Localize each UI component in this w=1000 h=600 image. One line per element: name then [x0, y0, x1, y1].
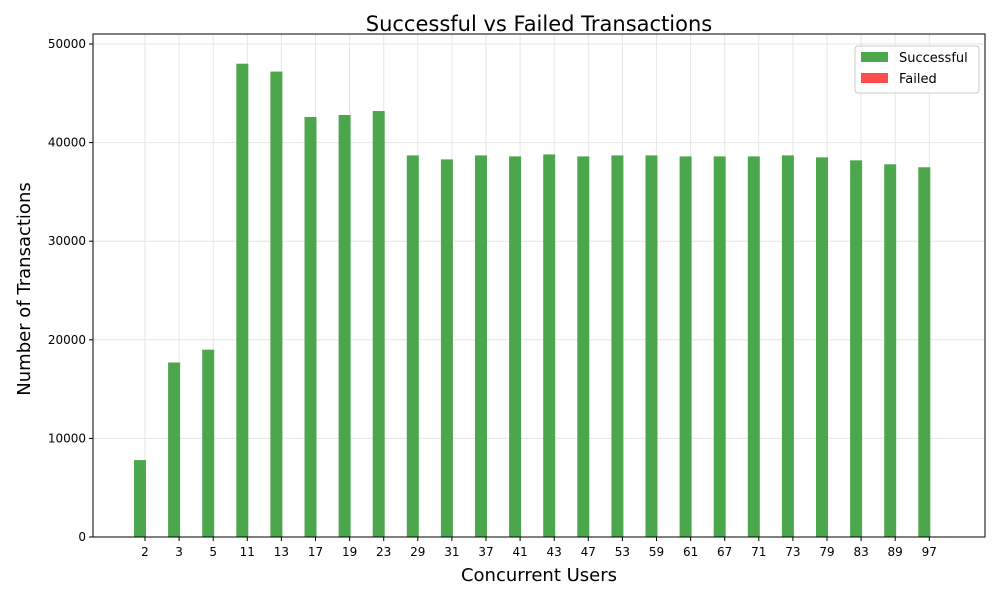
x-tick-label: 89 — [888, 545, 903, 559]
legend-label-successful: Successful — [899, 51, 968, 66]
bar-successful-13 — [270, 71, 283, 537]
x-axis-ticks: 2 3 5 11 13 17 19 23 29 31 37 41 43 47 53 59 61 67 71 73 79 8… — [141, 537, 937, 559]
bar-successful-67 — [713, 156, 726, 538]
y-tick-label: 0 — [78, 530, 86, 544]
bar-successful-2 — [134, 460, 146, 537]
x-tick-label: 59 — [649, 545, 664, 559]
bar-successful-43 — [543, 154, 556, 537]
x-tick-label: 53 — [615, 545, 630, 559]
plot-frame — [92, 33, 986, 538]
bar-successful-47 — [577, 156, 590, 538]
x-tick-label: 79 — [819, 545, 834, 559]
x-tick-label: 61 — [683, 545, 698, 559]
y-axis-ticks: 0 10000 20000 30000 40000 50000 — [48, 37, 93, 544]
legend-swatch-failed — [861, 73, 888, 83]
bar-successful-53 — [611, 155, 624, 537]
x-tick-label: 17 — [308, 545, 323, 559]
bar-successful-11 — [236, 63, 249, 537]
bar-successful-37 — [475, 155, 487, 537]
x-tick-label: 19 — [342, 545, 357, 559]
x-tick-label: 37 — [478, 545, 493, 559]
bars — [134, 63, 931, 538]
bar-successful-83 — [850, 160, 863, 537]
bar-successful-89 — [884, 164, 897, 538]
x-tick-label: 13 — [274, 545, 289, 559]
legend: Successful Failed — [854, 45, 980, 94]
x-tick-label: 43 — [547, 545, 562, 559]
bar-successful-5 — [202, 349, 215, 537]
bar-successful-71 — [747, 156, 760, 538]
x-axis-label: Concurrent Users — [461, 565, 617, 586]
legend-swatch-successful — [861, 52, 888, 62]
x-tick-label: 97 — [922, 545, 937, 559]
x-tick-label: 71 — [751, 545, 766, 559]
chart-title: Successful vs Failed Transactions — [366, 12, 712, 36]
x-tick-label: 31 — [444, 545, 459, 559]
y-tick-label: 40000 — [48, 136, 86, 150]
x-tick-label: 29 — [410, 545, 425, 559]
bar-successful-61 — [679, 156, 692, 538]
x-tick-label: 3 — [175, 545, 183, 559]
bar-successful-19 — [338, 114, 351, 537]
x-tick-label: 23 — [376, 545, 391, 559]
bar-successful-23 — [372, 111, 385, 537]
x-tick-label: 67 — [717, 545, 732, 559]
x-tick-label: 5 — [209, 545, 217, 559]
bar-successful-73 — [781, 155, 794, 537]
x-tick-label: 2 — [141, 545, 149, 559]
y-tick-label: 10000 — [48, 431, 86, 445]
y-axis-label: Number of Transactions — [14, 182, 35, 395]
bar-successful-31 — [440, 159, 453, 537]
y-tick-label: 30000 — [48, 234, 86, 248]
legend-label-failed: Failed — [899, 72, 937, 87]
bar-successful-3 — [168, 362, 181, 537]
bar-successful-29 — [406, 155, 419, 537]
y-tick-label: 20000 — [48, 333, 86, 347]
bar-successful-17 — [304, 116, 317, 538]
y-tick-label: 50000 — [48, 37, 86, 51]
x-tick-label: 47 — [581, 545, 596, 559]
bar-successful-97 — [918, 167, 931, 537]
bar-successful-79 — [816, 157, 828, 537]
x-tick-label: 41 — [512, 545, 527, 559]
bar-successful-59 — [645, 155, 658, 537]
x-tick-label: 11 — [240, 545, 255, 559]
x-tick-label: 83 — [853, 545, 868, 559]
bar-successful-41 — [509, 156, 522, 538]
x-tick-label: 73 — [785, 545, 800, 559]
